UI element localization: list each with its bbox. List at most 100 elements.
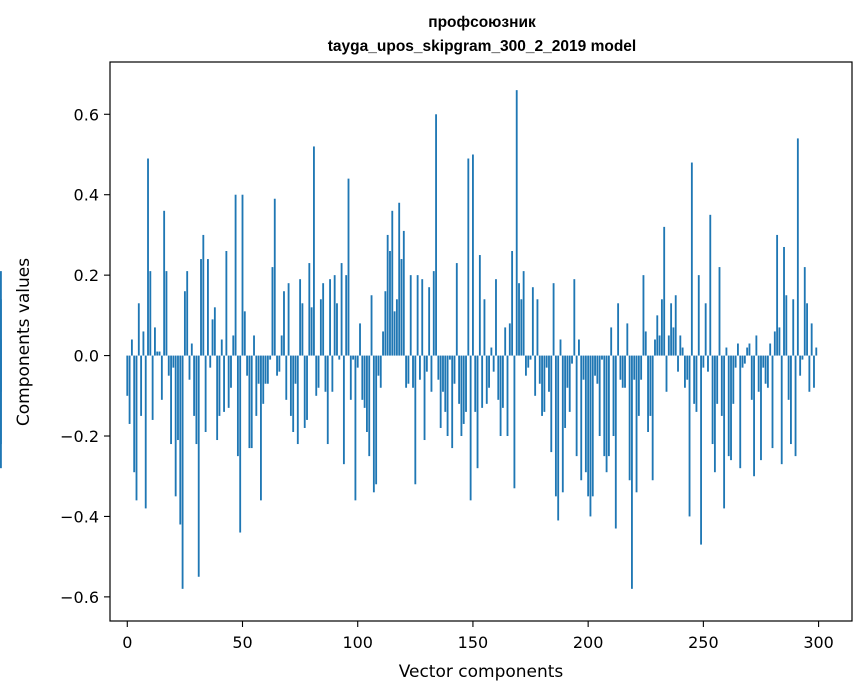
bar <box>596 355 599 384</box>
y-tick-label: 0.6 <box>74 105 99 124</box>
bar <box>149 271 152 356</box>
x-tick-label: 100 <box>342 633 373 652</box>
bar <box>195 355 198 445</box>
x-tick-label: 150 <box>458 633 489 652</box>
y-tick-label: −0.4 <box>60 507 99 526</box>
bar <box>693 355 696 404</box>
bar <box>667 335 670 356</box>
bar <box>317 355 320 388</box>
bar <box>412 355 414 388</box>
bar <box>416 275 419 356</box>
bar <box>283 291 285 356</box>
bar <box>518 283 520 356</box>
bar <box>425 355 428 372</box>
bar <box>690 162 693 356</box>
y-axis-label: Components values <box>14 258 34 426</box>
bar <box>188 355 191 380</box>
bar <box>730 355 732 461</box>
bar <box>262 355 265 404</box>
bar <box>313 146 315 356</box>
bar <box>605 355 608 473</box>
bar <box>587 355 590 497</box>
bar-series <box>0 90 818 589</box>
bar <box>183 291 186 356</box>
bar <box>435 114 437 356</box>
bar <box>485 355 488 404</box>
bar <box>769 343 772 356</box>
bar <box>375 355 378 485</box>
bar <box>709 214 712 356</box>
bar <box>647 355 649 432</box>
bar <box>702 355 705 368</box>
bar <box>347 178 350 356</box>
bar <box>799 355 802 376</box>
bar <box>538 355 541 384</box>
bar <box>766 355 769 388</box>
bar <box>455 263 458 356</box>
bar <box>619 355 622 380</box>
x-tick-label: 200 <box>573 633 604 652</box>
bar <box>792 299 795 356</box>
bar <box>578 339 580 356</box>
bar <box>276 355 278 376</box>
bar <box>720 355 723 416</box>
bar <box>564 355 567 428</box>
bar <box>476 355 479 469</box>
bar <box>232 335 235 356</box>
bar <box>575 355 578 457</box>
bar <box>548 355 550 392</box>
bar <box>803 267 806 356</box>
bar <box>177 355 179 441</box>
bar <box>573 279 576 356</box>
bar <box>255 355 258 416</box>
bar <box>506 355 509 437</box>
bar <box>732 355 735 404</box>
bar <box>423 355 426 441</box>
bar <box>400 259 403 356</box>
bar <box>220 339 223 356</box>
bar <box>603 355 606 457</box>
bar <box>757 355 760 392</box>
bar <box>439 355 442 428</box>
bar <box>310 307 313 356</box>
bar <box>414 355 417 485</box>
bar <box>126 355 129 396</box>
bar <box>370 295 373 356</box>
bar <box>407 355 410 384</box>
bar <box>147 158 149 356</box>
bar <box>398 202 401 356</box>
bar <box>405 355 408 388</box>
bar <box>672 327 675 356</box>
y-tick-label: −0.2 <box>60 427 99 446</box>
bar <box>202 234 205 356</box>
bar <box>813 355 815 388</box>
bar <box>746 347 749 356</box>
bar <box>271 267 274 356</box>
bar <box>179 355 182 525</box>
bar <box>541 355 543 416</box>
bar <box>280 335 283 356</box>
bar <box>637 355 640 416</box>
bar <box>806 303 808 356</box>
y-tick-label: 0.0 <box>74 347 99 366</box>
bar <box>764 355 767 384</box>
bar <box>204 355 207 432</box>
bar <box>289 355 292 416</box>
bar <box>190 343 193 356</box>
bar <box>359 323 361 356</box>
bar <box>349 355 352 400</box>
bar <box>790 355 792 445</box>
bar <box>654 339 656 356</box>
bar <box>170 355 172 445</box>
bar <box>511 251 514 356</box>
bar <box>785 295 788 356</box>
bar <box>213 307 216 356</box>
bar <box>458 355 461 404</box>
bar <box>787 355 790 400</box>
bar <box>753 355 755 477</box>
bar <box>525 355 527 376</box>
bar <box>354 355 357 501</box>
bar <box>446 355 449 437</box>
bar <box>684 355 686 388</box>
